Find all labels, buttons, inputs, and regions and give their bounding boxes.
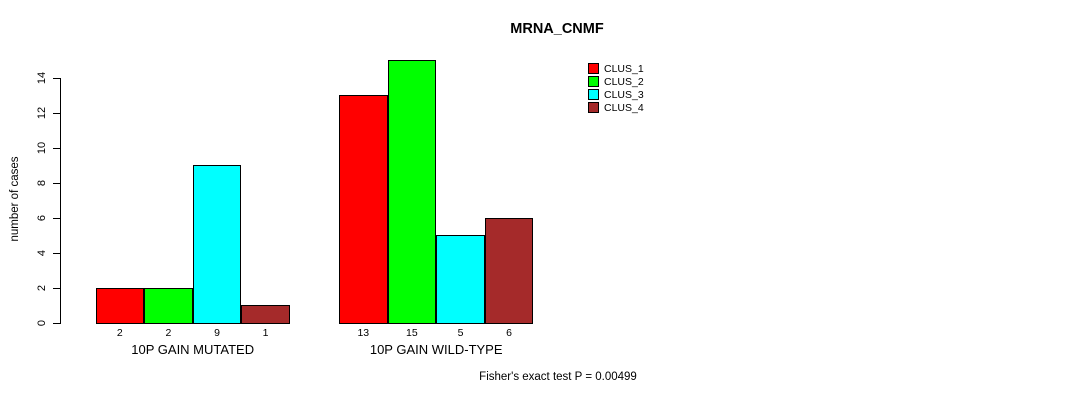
legend-label: CLUS_4 (604, 101, 644, 114)
y-tick-mark (53, 182, 60, 184)
bar-clus_4-2 (484, 217, 534, 324)
y-tick-mark (53, 252, 60, 254)
y-tick-mark (53, 112, 60, 114)
y-axis-tick-label: 4 (36, 249, 48, 257)
bar-clus_2-2 (387, 60, 437, 324)
legend-swatch (588, 102, 599, 114)
y-tick-mark (53, 217, 60, 219)
legend-label: CLUS_2 (604, 75, 644, 88)
legend-item: CLUS_2 (588, 75, 644, 88)
bar-value-label: 2 (116, 327, 123, 339)
y-tick-mark (53, 147, 60, 149)
legend-swatch (588, 76, 599, 88)
category-label: 10P GAIN WILD-TYPE (369, 342, 503, 357)
bar-clus_3-1 (192, 165, 242, 324)
bar-clus_1-1 (95, 287, 145, 324)
bar-value-label: 5 (457, 327, 464, 339)
y-axis-tick-label: 6 (36, 214, 48, 222)
bar-clus_4-1 (241, 305, 290, 324)
y-axis-tick-label: 14 (36, 71, 48, 85)
legend-item: CLUS_3 (588, 88, 644, 101)
chart-title: MRNA_CNMF (510, 21, 604, 37)
legend-swatch (588, 63, 599, 75)
legend-label: CLUS_3 (604, 88, 644, 101)
bar-value-label: 2 (165, 327, 172, 339)
legend-swatch (588, 89, 599, 101)
bar-value-label: 9 (214, 327, 220, 339)
y-axis-line (60, 77, 61, 324)
y-axis-tick-label: 2 (36, 284, 48, 292)
bar-value-label: 13 (357, 327, 370, 339)
y-tick-mark (53, 322, 60, 324)
legend-item: CLUS_1 (588, 62, 644, 75)
bar-clus_1-2 (339, 95, 388, 324)
legend-label: CLUS_1 (604, 62, 644, 75)
bar-value-label: 1 (262, 327, 269, 339)
bar-clus_2-1 (144, 287, 193, 324)
y-axis-label: number of cases (9, 156, 21, 242)
y-axis-tick-label: 10 (36, 141, 48, 155)
y-axis-tick-label: 0 (36, 319, 48, 327)
bar-value-label: 6 (506, 327, 513, 339)
y-tick-mark (53, 77, 60, 79)
y-axis-tick-label: 8 (36, 179, 48, 187)
category-label: 10P GAIN MUTATED (131, 342, 255, 357)
y-tick-mark (53, 287, 60, 289)
legend-item: CLUS_4 (588, 101, 644, 114)
stat-annotation: Fisher's exact test P = 0.00499 (479, 371, 637, 383)
legend: CLUS_1 CLUS_2 CLUS_3 CLUS_4 (588, 62, 644, 114)
bar-value-label: 15 (406, 327, 418, 339)
bar-clus_3-2 (436, 235, 485, 324)
y-axis-tick-label: 12 (36, 106, 48, 120)
